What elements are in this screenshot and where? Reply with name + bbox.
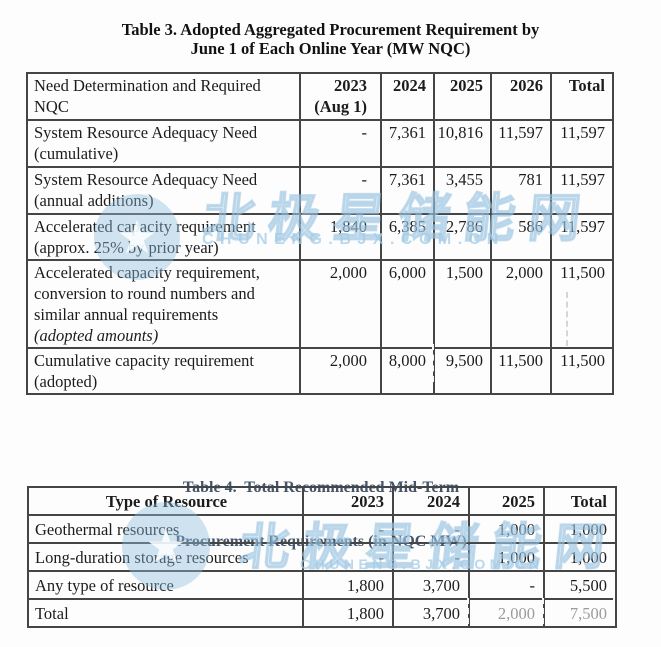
- table3-header-total: Total: [550, 72, 614, 121]
- cell: 2,000: [468, 598, 545, 628]
- row-label: Cumulative capacity requirement (adopted…: [26, 347, 301, 395]
- table4-header-2025: 2025: [468, 486, 545, 516]
- cell: 11,500: [490, 347, 552, 395]
- table3-header-row: Need Determination and Required NQC 2023…: [26, 72, 614, 121]
- cell: 11,500: [550, 259, 614, 349]
- row-label: Geothermal resources: [27, 514, 304, 544]
- cell: 1,800: [302, 570, 394, 600]
- cell: 11,597: [550, 166, 614, 215]
- table3-header-2023-date: (Aug 1): [314, 97, 367, 116]
- table3-title-line1: Table 3. Adopted Aggregated Procurement …: [121, 20, 540, 39]
- cell: 2,000: [299, 347, 382, 395]
- table3-header-2023: 2023 (Aug 1): [299, 72, 382, 121]
- row-label-note: (adopted amounts): [34, 326, 159, 345]
- row-label: Any type of resource: [27, 570, 304, 600]
- table-row: Total 1,800 3,700 2,000 7,500: [27, 598, 617, 628]
- cell: 8,000: [380, 347, 435, 395]
- row-label: Accelerated capacity requirement (approx…: [26, 213, 301, 261]
- table-row: Geothermal resources - - 1,000 1,000: [27, 514, 617, 544]
- table3-title-line2: June 1 of Each Online Year (MW NQC): [190, 39, 471, 58]
- table-row: Accelerated capacity requirement, conver…: [26, 259, 614, 349]
- row-label: System Resource Adequacy Need (annual ad…: [26, 166, 301, 215]
- cell: 1,800: [302, 598, 394, 628]
- table-row: Cumulative capacity requirement (adopted…: [26, 347, 614, 395]
- cell: 10,816: [433, 119, 492, 168]
- cell: 7,361: [380, 166, 435, 215]
- cell: 1,000: [468, 514, 545, 544]
- row-label-text: Accelerated capacity requirement, conver…: [34, 263, 260, 324]
- table-row: Any type of resource 1,800 3,700 - 5,500: [27, 570, 617, 600]
- table-row: System Resource Adequacy Need (annual ad…: [26, 166, 614, 215]
- cell: -: [468, 570, 545, 600]
- table3-header-2026: 2026: [490, 72, 552, 121]
- cell: 3,700: [392, 570, 470, 600]
- table3-header-2025: 2025: [433, 72, 492, 121]
- cell: 2,786: [433, 213, 492, 261]
- row-label: System Resource Adequacy Need (cumulativ…: [26, 119, 301, 168]
- table-row: Accelerated capacity requirement (approx…: [26, 213, 614, 261]
- cell: -: [299, 166, 382, 215]
- cell: 11,597: [550, 119, 614, 168]
- row-label: Long-duration storage resources: [27, 542, 304, 572]
- cell: 2,000: [490, 259, 552, 349]
- cell: 1,000: [543, 542, 617, 572]
- row-label: Accelerated capacity requirement, conver…: [26, 259, 301, 349]
- cell: 6,385: [380, 213, 435, 261]
- cell: 5,500: [543, 570, 617, 600]
- table-row: System Resource Adequacy Need (cumulativ…: [26, 119, 614, 168]
- table4-header-2023: 2023: [302, 486, 394, 516]
- cell: 6,000: [380, 259, 435, 349]
- table4-header-row: Type of Resource 2023 2024 2025 Total: [27, 486, 617, 516]
- table4-header-type: Type of Resource: [27, 486, 304, 516]
- cell: -: [302, 514, 394, 544]
- cell: 1,500: [433, 259, 492, 349]
- cell: 781: [490, 166, 552, 215]
- cell: 1,000: [468, 542, 545, 572]
- table-row: Long-duration storage resources - - 1,00…: [27, 542, 617, 572]
- table3-header-need: Need Determination and Required NQC: [26, 72, 301, 121]
- cell: 1,840: [299, 213, 382, 261]
- cell: -: [299, 119, 382, 168]
- cell: 3,455: [433, 166, 492, 215]
- row-label: Total: [27, 598, 304, 628]
- cell: 2,000: [299, 259, 382, 349]
- cell: 11,500: [550, 347, 614, 395]
- cell: 7,361: [380, 119, 435, 168]
- cell: 11,597: [490, 119, 552, 168]
- cell: -: [392, 542, 470, 572]
- cell: 9,500: [433, 347, 492, 395]
- cell: 11,597: [550, 213, 614, 261]
- cell: 7,500: [543, 598, 617, 628]
- cell: -: [392, 514, 470, 544]
- table3-procurement-requirement: Need Determination and Required NQC 2023…: [26, 72, 614, 395]
- table4-header-2024: 2024: [392, 486, 470, 516]
- cell: -: [302, 542, 394, 572]
- table4-midterm-procurement: Type of Resource 2023 2024 2025 Total Ge…: [27, 486, 617, 628]
- table3-header-2023-year: 2023: [334, 76, 367, 95]
- cell: 3,700: [392, 598, 470, 628]
- table3-header-2024: 2024: [380, 72, 435, 121]
- cell: 586: [490, 213, 552, 261]
- table4-header-total: Total: [543, 486, 617, 516]
- cell: 1,000: [543, 514, 617, 544]
- table3-title: Table 3. Adopted Aggregated Procurement …: [0, 20, 661, 58]
